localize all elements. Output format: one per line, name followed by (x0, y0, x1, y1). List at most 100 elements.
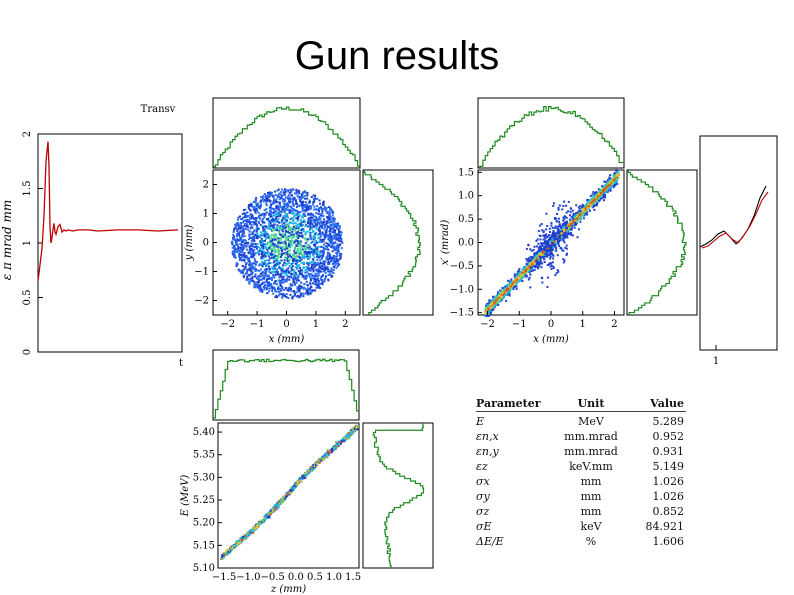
xy-point (307, 206, 309, 209)
xy-point (308, 201, 311, 204)
xxp-point (559, 237, 561, 240)
xy-point (340, 231, 343, 234)
xxp-point (553, 245, 555, 248)
xy-point (312, 203, 314, 206)
xxp-point (596, 201, 599, 204)
xxp-point (559, 231, 562, 234)
xy-point (243, 224, 246, 227)
xxp-point (615, 178, 618, 180)
xxp-point (565, 216, 568, 219)
xy-point (277, 290, 280, 293)
xy-point (299, 211, 301, 214)
xxp-point (569, 228, 572, 231)
xy-point (317, 212, 320, 215)
xxp-point (523, 266, 526, 269)
xy-point (290, 255, 293, 258)
xy-point (244, 223, 246, 225)
xy-point (261, 282, 264, 285)
xxp-point (563, 200, 566, 203)
xxp-point (515, 278, 518, 281)
xxp-point (556, 226, 559, 229)
xy-point (292, 261, 295, 264)
xxp-point (607, 189, 610, 192)
xy-point (292, 212, 295, 215)
xy-point (302, 295, 305, 298)
xy-point (302, 275, 305, 278)
xy-point (293, 229, 296, 231)
xy-point (270, 207, 273, 210)
xxp-point (548, 227, 551, 230)
xxp-point (488, 300, 491, 303)
xy-point (273, 214, 276, 217)
xy-point (300, 242, 302, 245)
xy-point (303, 190, 306, 193)
xy-point (318, 208, 321, 211)
xxp-point (603, 185, 605, 188)
xy-point (276, 194, 279, 197)
xy-point (333, 256, 336, 259)
xxp-point (540, 246, 542, 249)
xy-point (319, 259, 322, 262)
xxp-point (564, 228, 567, 231)
xxp-point (542, 231, 545, 233)
xy-point (243, 244, 246, 247)
xy-point (270, 242, 273, 245)
xy-point (293, 248, 296, 251)
xy-xtick-label: −2 (220, 319, 235, 330)
xy-point (239, 215, 241, 218)
xy-point (268, 238, 271, 241)
xy-point (271, 194, 274, 197)
xxp-point (527, 269, 530, 271)
xy-point (243, 235, 246, 237)
xy-point (335, 227, 338, 230)
xy-point (313, 280, 316, 283)
xy-point (271, 211, 274, 214)
xy-point (273, 208, 276, 211)
xy-point (241, 232, 244, 235)
emittance-title: Transv (141, 104, 176, 115)
xy-ytick-label: 1 (203, 209, 209, 220)
xxp-point (603, 196, 606, 199)
xy-point (263, 225, 266, 228)
xy-point (271, 279, 273, 282)
xy-point (285, 229, 288, 232)
xxp-xtick-label: 2 (611, 319, 617, 330)
xy-point (270, 252, 273, 255)
xy-point (310, 251, 313, 253)
xy-point (281, 223, 284, 226)
xy-point (323, 218, 326, 221)
xxp-point (488, 314, 490, 317)
xy-point (336, 259, 339, 262)
xxp-point (533, 257, 536, 260)
xy-point (317, 280, 320, 282)
xy-point (251, 213, 254, 216)
xy-point (307, 266, 310, 269)
xy-point (316, 221, 319, 224)
xy-point (321, 264, 324, 267)
xy-point (263, 221, 266, 224)
xxp-point (539, 256, 541, 259)
xy-point (268, 262, 271, 265)
xy-point (290, 262, 293, 265)
xy-point (279, 191, 282, 194)
xy-point (276, 283, 279, 286)
xy-point (293, 272, 296, 274)
xxp-point (616, 182, 619, 185)
xy-point (267, 274, 270, 277)
xxp-point (521, 271, 524, 274)
xy-point (269, 213, 272, 216)
xxp-point (552, 233, 555, 236)
xxp-point (610, 185, 613, 188)
xy-point (249, 209, 252, 212)
xy-point (291, 201, 294, 204)
zE-scatter-frame (217, 422, 360, 569)
xy-point (273, 201, 276, 204)
xy-point (300, 223, 303, 226)
xy-point (273, 229, 276, 231)
xy-point (305, 268, 308, 271)
xxp-point (550, 251, 553, 254)
xxp-point (533, 253, 536, 256)
xxp-point (568, 232, 571, 235)
xy-point (330, 220, 333, 223)
xy-point (288, 228, 290, 231)
